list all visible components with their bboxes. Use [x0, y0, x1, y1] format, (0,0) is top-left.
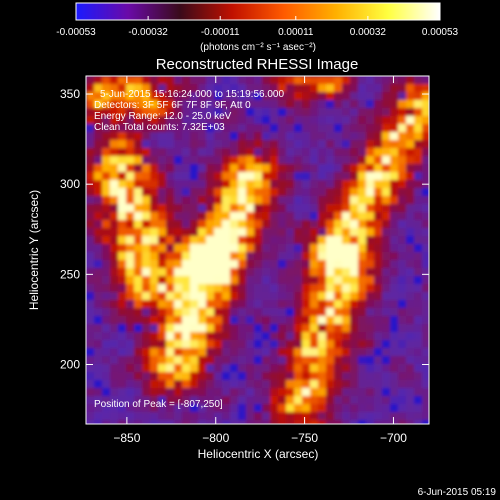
- x-axis-label: Heliocentric X (arcsec): [198, 447, 319, 461]
- annotation-line: Detectors: 3F 5F 6F 7F 8F 9F, Att 0: [94, 100, 251, 111]
- annotation-block: 5-Jun-2015 15:16:24.000 to 15:19:56.000D…: [94, 89, 284, 133]
- colorbar: [75, 2, 441, 21]
- plot-frame: [85, 75, 430, 425]
- annotation-line: Clean Total counts: 7.32E+03: [94, 122, 225, 133]
- colorbar-tick-label: -0.00053: [56, 27, 96, 38]
- colorbar-tick-label: 0.00032: [350, 27, 387, 38]
- y-tick-label: 200: [60, 357, 80, 371]
- chart-title: Reconstructed RHESSI Image: [156, 56, 359, 73]
- y-tick-label: 300: [60, 177, 80, 191]
- colorbar-tick-label: -0.00011: [201, 27, 240, 38]
- x-tick-label: −850: [113, 431, 140, 445]
- peak-position-label: Position of Peak = [-807,250]: [94, 399, 223, 410]
- heatmap-image: [86, 76, 429, 424]
- colorbar-tick-label: 0.00053: [422, 27, 459, 38]
- colorbar-ticks: -0.00053 -0.00032 -0.00011 0.00011 0.00032 0.…: [56, 16, 459, 38]
- x-tick-label: −750: [291, 431, 318, 445]
- footer-timestamp: 6-Jun-2015 05:19: [418, 487, 497, 498]
- y-tick-label: 350: [60, 87, 80, 101]
- x-tick-label: −700: [380, 431, 407, 445]
- y-tick-label: 250: [60, 267, 80, 281]
- x-tick-label: −800: [202, 431, 229, 445]
- y-axis-label: Heliocentric Y (arcsec): [27, 190, 41, 310]
- annotation-line: 5-Jun-2015 15:16:24.000 to 15:19:56.000: [100, 89, 284, 100]
- colorbar-tick-label: -0.00032: [128, 27, 168, 38]
- colorbar-tick-label: 0.00011: [278, 27, 314, 38]
- colorbar-units-label: (photons cm⁻² s⁻¹ asec⁻²): [200, 42, 316, 53]
- axis-ticks: −850 −800 −750 −700 200 250 300 350: [60, 76, 429, 445]
- annotation-line: Energy Range: 12.0 - 25.0 keV: [94, 111, 232, 122]
